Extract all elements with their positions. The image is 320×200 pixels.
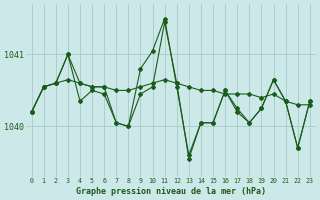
X-axis label: Graphe pression niveau de la mer (hPa): Graphe pression niveau de la mer (hPa) (76, 187, 266, 196)
